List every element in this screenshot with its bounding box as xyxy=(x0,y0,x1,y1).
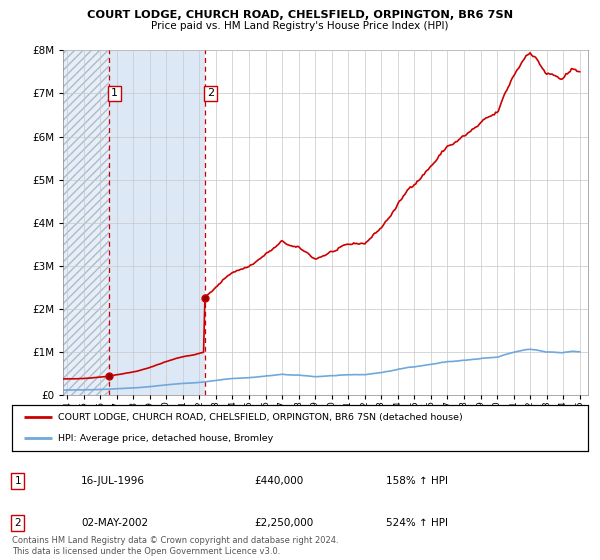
Text: COURT LODGE, CHURCH ROAD, CHELSFIELD, ORPINGTON, BR6 7SN (detached house): COURT LODGE, CHURCH ROAD, CHELSFIELD, OR… xyxy=(58,413,463,422)
Text: 2: 2 xyxy=(14,518,21,528)
Text: 2: 2 xyxy=(207,88,214,99)
Bar xyxy=(63,50,109,395)
Text: Contains HM Land Registry data © Crown copyright and database right 2024.
This d: Contains HM Land Registry data © Crown c… xyxy=(12,536,338,556)
Text: 02-MAY-2002: 02-MAY-2002 xyxy=(81,518,148,528)
Text: 158% ↑ HPI: 158% ↑ HPI xyxy=(386,476,448,486)
Text: COURT LODGE, CHURCH ROAD, CHELSFIELD, ORPINGTON, BR6 7SN: COURT LODGE, CHURCH ROAD, CHELSFIELD, OR… xyxy=(87,10,513,20)
Bar xyxy=(109,50,205,395)
Text: £2,250,000: £2,250,000 xyxy=(254,518,313,528)
Text: Price paid vs. HM Land Registry's House Price Index (HPI): Price paid vs. HM Land Registry's House … xyxy=(151,21,449,31)
Text: 1: 1 xyxy=(111,88,118,99)
Text: 16-JUL-1996: 16-JUL-1996 xyxy=(81,476,145,486)
Text: £440,000: £440,000 xyxy=(254,476,303,486)
Text: 1: 1 xyxy=(14,476,21,486)
Text: 524% ↑ HPI: 524% ↑ HPI xyxy=(386,518,448,528)
Bar xyxy=(63,50,109,395)
Text: HPI: Average price, detached house, Bromley: HPI: Average price, detached house, Brom… xyxy=(58,434,274,443)
